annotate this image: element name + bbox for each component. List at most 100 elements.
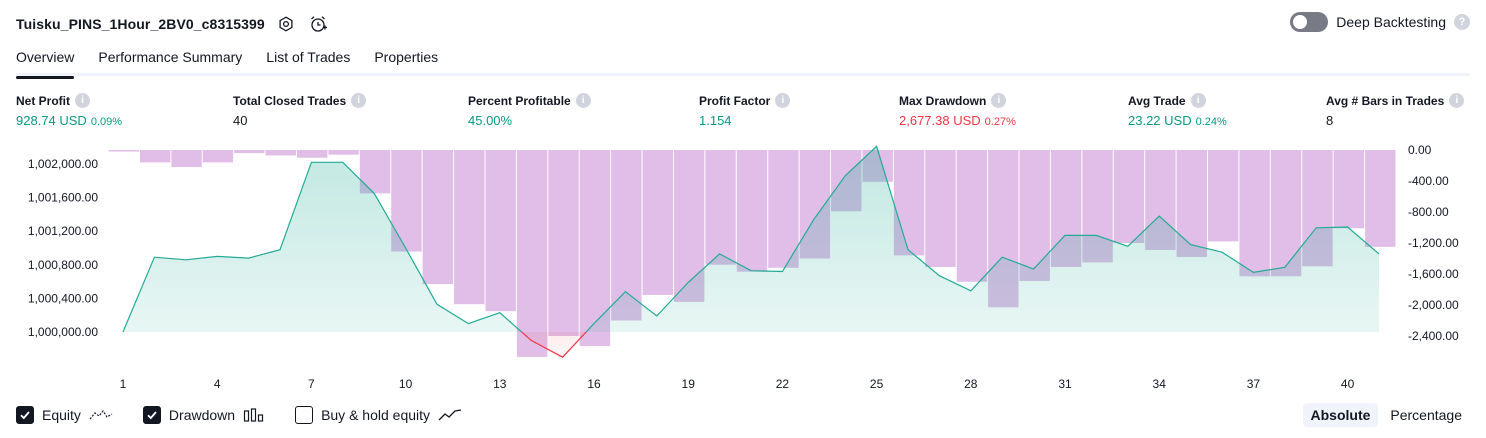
tab-performance-summary[interactable]: Performance Summary <box>98 49 243 65</box>
metric-profit-factor: Profit Factor i 1.154 <box>699 93 791 128</box>
drawdown-bar <box>548 150 579 336</box>
metric-label: Max Drawdown <box>899 93 987 108</box>
x-axis-tick: 1 <box>120 377 127 391</box>
equity-label: Equity <box>42 407 81 423</box>
drawdown-bar <box>422 150 454 285</box>
equity-checkbox[interactable] <box>16 406 34 424</box>
info-icon[interactable]: i <box>575 93 591 108</box>
left-axis-tick: 1,001,600.00 <box>28 191 98 205</box>
info-icon[interactable]: i <box>1190 93 1206 108</box>
drawdown-bar <box>328 150 359 155</box>
right-axis-tick: -400.00 <box>1408 174 1449 188</box>
buy-hold-toggle[interactable]: Buy & hold equity <box>295 406 462 424</box>
tab-list-of-trades[interactable]: List of Trades <box>266 49 351 65</box>
right-axis-tick: -1,600.00 <box>1408 267 1459 281</box>
x-axis-tick: 16 <box>587 377 601 391</box>
metric-label: Profit Factor <box>699 93 771 108</box>
x-axis-tick: 34 <box>1153 377 1167 391</box>
right-axis-tick: -800.00 <box>1408 205 1449 219</box>
deep-backtesting-label: Deep Backtesting <box>1336 14 1446 30</box>
buy-hold-label: Buy & hold equity <box>321 407 431 423</box>
metric-percent: 0.27% <box>984 116 1016 128</box>
metric-net-profit: Net Profit i 928.74 USD 0.09% <box>16 93 122 128</box>
info-icon[interactable]: i <box>351 93 367 108</box>
help-icon[interactable]: ? <box>1454 14 1470 30</box>
metric-percent: 0.24% <box>1195 116 1227 128</box>
equity-line-icon <box>89 409 113 420</box>
metric-value: 45.00% <box>468 113 513 128</box>
metric-value: 23.22 USD <box>1128 113 1192 128</box>
drawdown-bar <box>296 150 328 158</box>
report-tabs: Overview Performance Summary List of Tra… <box>16 44 1470 79</box>
buy-hold-checkbox[interactable] <box>295 406 314 424</box>
metric-total-closed-trades: Total Closed Trades i 40 <box>233 93 367 128</box>
alarm-clock-add-icon[interactable] <box>307 13 329 35</box>
drawdown-bar <box>925 150 956 268</box>
metric-label: Total Closed Trades <box>233 93 347 108</box>
right-axis-tick: -2,000.00 <box>1408 298 1459 312</box>
x-axis-tick: 37 <box>1247 377 1261 391</box>
drawdown-bar <box>1365 150 1396 247</box>
drawdown-bar <box>171 150 202 168</box>
left-axis: 1,002,000.00 1,001,600.00 1,001,200.00 1,00… <box>28 157 98 339</box>
strategy-header: Tuisku_PINS_1Hour_2BV0_c8315399 <box>16 12 329 36</box>
info-icon[interactable]: i <box>775 93 791 108</box>
drawdown-bar <box>454 150 485 305</box>
buy-hold-line-icon <box>438 409 462 421</box>
drawdown-bar <box>956 150 988 282</box>
drawdown-bar <box>485 150 516 312</box>
drawdown-bar <box>1208 150 1239 242</box>
drawdown-bar <box>1239 150 1270 277</box>
equity-line-positive <box>122 145 1380 332</box>
metric-label: Avg Trade <box>1128 93 1186 108</box>
drawdown-bar <box>768 150 799 268</box>
left-axis-tick: 1,001,200.00 <box>28 224 98 238</box>
info-icon[interactable]: i <box>75 93 90 108</box>
x-axis-tick: 10 <box>399 377 413 391</box>
tab-properties[interactable]: Properties <box>374 49 439 65</box>
metric-label: Net Profit <box>16 93 70 108</box>
strategy-title: Tuisku_PINS_1Hour_2BV0_c8315399 <box>16 16 265 32</box>
drawdown-bar <box>705 150 736 265</box>
drawdown-bar <box>234 150 265 154</box>
chart-footer: Equity Drawdown Buy & hold equity Absolu… <box>16 402 1470 428</box>
left-axis-tick: 1,002,000.00 <box>28 157 98 171</box>
equity-line <box>122 145 1380 358</box>
x-axis-tick: 4 <box>214 377 221 391</box>
x-axis-tick: 13 <box>493 377 507 391</box>
metric-label: Percent Profitable <box>468 93 571 108</box>
metric-percent: 0.09% <box>90 116 123 128</box>
mode-percentage-button[interactable]: Percentage <box>1390 407 1462 423</box>
deep-backtesting-toggle[interactable] <box>1290 12 1329 32</box>
info-icon[interactable]: i <box>991 93 1007 108</box>
equity-drawdown-chart[interactable]: 1,002,000.00 1,001,600.00 1,001,200.00 1,00… <box>0 140 1486 395</box>
right-axis-tick: -1,200.00 <box>1408 236 1459 250</box>
metric-avg-bars-in-trades: Avg # Bars in Trades i 8 <box>1326 93 1465 128</box>
drawdown-bar <box>265 150 296 156</box>
right-axis: 0.00 -400.00 -800.00 -1,200.00 -1,600.00 -2,0… <box>1408 143 1459 343</box>
drawdown-bar <box>516 150 548 357</box>
drawdown-checkbox[interactable] <box>142 406 161 424</box>
metric-percent-profitable: Percent Profitable i 45.00% <box>468 93 591 128</box>
tab-overview[interactable]: Overview <box>16 44 75 79</box>
left-axis-tick: 1,000,400.00 <box>28 291 98 305</box>
drawdown-bar <box>108 150 139 152</box>
drawdown-bar <box>736 150 768 272</box>
drawdown-label: Drawdown <box>168 407 236 423</box>
right-axis-tick: 0.00 <box>1408 143 1432 157</box>
drawdown-bar <box>139 150 171 163</box>
settings-gear-icon[interactable] <box>275 13 297 35</box>
mode-absolute-button[interactable]: Absolute <box>1302 403 1379 427</box>
drawdown-toggle[interactable]: Drawdown <box>142 406 265 424</box>
drawdown-bars <box>108 150 1396 357</box>
equity-toggle[interactable]: Equity <box>16 406 113 424</box>
x-axis-tick: 22 <box>776 377 790 391</box>
info-icon[interactable]: i <box>1449 93 1465 108</box>
left-axis-tick: 1,000,800.00 <box>28 258 98 272</box>
drawdown-bar <box>202 150 234 163</box>
drawdown-bars-icon <box>243 408 264 422</box>
left-axis-tick: 1,000,000.00 <box>28 325 98 339</box>
x-axis-tick: 31 <box>1058 377 1072 391</box>
x-axis-tick: 28 <box>964 377 978 391</box>
x-axis-tick: 7 <box>308 377 315 391</box>
